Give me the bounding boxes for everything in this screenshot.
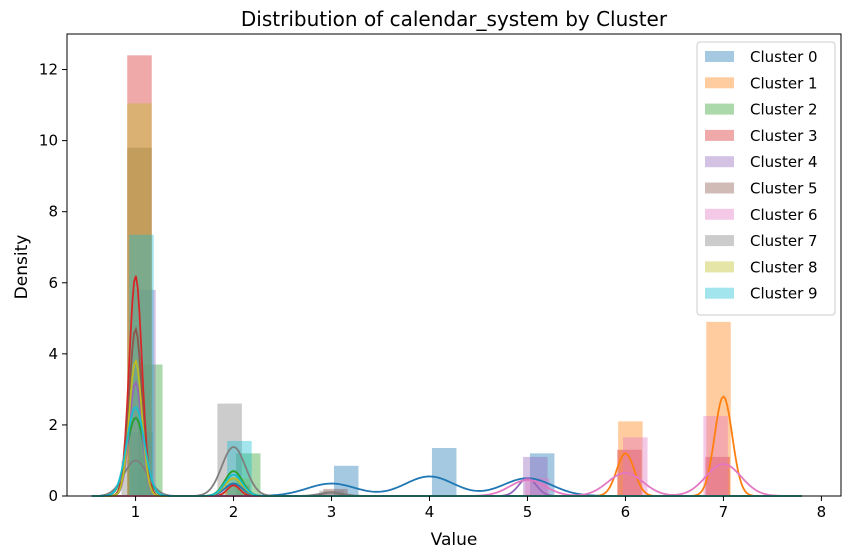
legend-label-cluster-2: Cluster 2 — [750, 101, 818, 119]
bar-cluster-0-2 — [431, 448, 457, 496]
y-tick-label-10: 10 — [39, 132, 58, 150]
x-tick-label-4: 4 — [425, 503, 435, 521]
legend-swatch-cluster-2 — [705, 103, 734, 115]
legend-swatch-cluster-1 — [705, 77, 734, 89]
x-tick-label-1: 1 — [131, 503, 141, 521]
y-tick-label-0: 0 — [48, 487, 58, 505]
bar-cluster-8-0 — [127, 103, 152, 497]
legend-label-cluster-9: Cluster 9 — [750, 285, 818, 303]
legend-swatch-cluster-5 — [705, 182, 734, 194]
bar-cluster-6-1 — [623, 437, 648, 496]
legend-swatch-cluster-9 — [705, 287, 734, 299]
bar-cluster-0-1 — [333, 465, 359, 496]
chart-title: Distribution of calendar_system by Clust… — [241, 7, 668, 31]
legend-label-cluster-8: Cluster 8 — [750, 258, 818, 276]
bar-cluster-4-1 — [523, 456, 548, 496]
x-tick-label-3: 3 — [327, 503, 337, 521]
legend-label-cluster-0: Cluster 0 — [750, 48, 818, 66]
legend-swatch-cluster-7 — [705, 235, 734, 247]
y-tick-label-2: 2 — [48, 416, 58, 434]
legend-swatch-cluster-3 — [705, 129, 734, 141]
legend-label-cluster-5: Cluster 5 — [750, 180, 818, 198]
x-tick-label-5: 5 — [523, 503, 533, 521]
legend-label-cluster-3: Cluster 3 — [750, 127, 818, 145]
plot-frame — [66, 33, 842, 497]
x-tick-label-8: 8 — [817, 503, 827, 521]
legend-label-cluster-7: Cluster 7 — [750, 232, 818, 250]
y-tick-label-12: 12 — [39, 61, 58, 79]
y-axis-label: Density — [12, 235, 32, 300]
legend-swatch-cluster-8 — [705, 261, 734, 273]
legend-swatch-cluster-0 — [705, 51, 734, 62]
y-tick-label-6: 6 — [48, 274, 58, 292]
legend-label-cluster-6: Cluster 6 — [750, 206, 818, 224]
legend: Cluster 0 Cluster 1 Cluster 2 Cluster 3 Clus… — [696, 41, 836, 316]
legend-swatch-cluster-6 — [705, 208, 734, 220]
x-tick-label-7: 7 — [719, 503, 729, 521]
x-tick-label-6: 6 — [621, 503, 631, 521]
y-tick-label-8: 8 — [48, 203, 58, 221]
legend-label-cluster-4: Cluster 4 — [750, 153, 818, 171]
x-tick-label-2: 2 — [229, 503, 239, 521]
y-tick-label-4: 4 — [48, 345, 58, 363]
legend-swatch-cluster-4 — [705, 156, 734, 168]
legend-box — [696, 41, 836, 316]
x-axis-label: Value — [431, 530, 478, 550]
bar-cluster-3-1 — [225, 485, 250, 496]
legend-label-cluster-1: Cluster 1 — [750, 74, 818, 92]
